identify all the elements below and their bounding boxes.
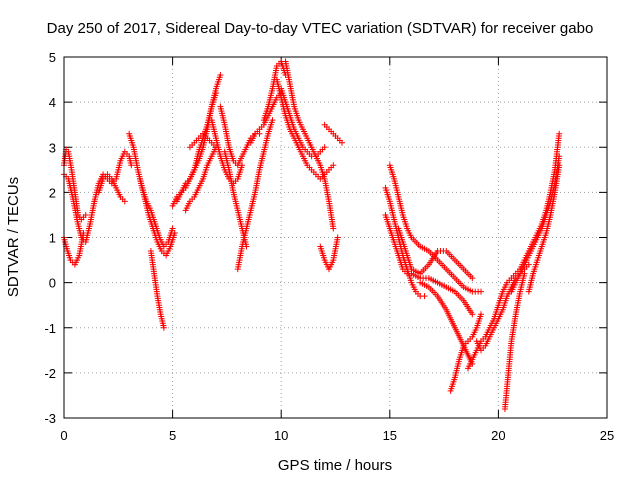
series-track-12 [186,130,220,151]
series-track-7 [137,175,178,259]
data-point [556,162,563,169]
series-track-16 [234,117,276,273]
y-tick-label: 0 [49,276,56,291]
x-tick-label: 0 [60,428,67,443]
data-point [80,229,87,236]
data-point [121,198,128,205]
data-point [478,288,485,295]
y-tick-label: -1 [44,321,56,336]
data-point [269,117,276,124]
data-point [478,311,485,318]
series-track-28 [417,279,476,367]
data-point [330,225,337,232]
series-track-6 [126,130,176,250]
series-track-5 [95,171,128,205]
data-points [61,58,563,412]
series-track-10 [173,72,224,205]
series-track-20 [278,85,328,160]
series-track-29 [447,311,485,394]
data-point [469,275,476,282]
chart-title: Day 250 of 2017, Sidereal Day-to-day VTE… [47,20,594,37]
y-tick-label: 2 [49,185,56,200]
y-tick-label: 5 [49,50,56,65]
series-track-22 [317,234,341,273]
series-track-35 [525,162,563,295]
y-tick-label: 4 [49,95,56,110]
x-tick-label: 25 [600,428,614,443]
data-point [421,293,428,300]
data-point [82,211,89,218]
series-track-25 [382,211,476,318]
x-tick-label: 15 [383,428,397,443]
y-axis-label: SDTVAR / TECUs [5,177,22,297]
x-tick-label: 20 [491,428,505,443]
y-tick-label: -3 [44,411,56,426]
y-tick-label: 3 [49,140,56,155]
data-point [171,229,178,236]
series-track-23 [321,121,346,146]
series-track-4 [91,148,135,205]
series-track-32 [501,270,528,412]
data-point [339,139,346,146]
data-point [169,225,176,232]
plot-frame [63,56,608,419]
y-tick-label: -2 [44,366,56,381]
series-track-19 [273,76,337,182]
data-point [321,144,328,151]
x-axis-label: GPS time / hours [278,457,392,474]
data-point [556,130,563,137]
series-track-8 [147,248,167,331]
series-track-14 [217,103,263,169]
data-point [330,162,337,169]
series-track-3 [61,229,87,268]
y-tick-label: 1 [49,231,56,246]
series-track-34 [517,130,563,273]
axes: -3 -2 -1 0 1 2 3 4 5 0 5 10 15 20 25 [44,50,614,443]
series-track-17 [247,90,285,146]
data-point [334,234,341,241]
series-track-21 [282,58,337,232]
data-point [128,162,135,169]
series-track-26 [386,162,485,295]
data-point [469,311,476,318]
series-track-27 [395,225,476,282]
data-point [217,72,224,79]
data-point [160,324,167,331]
x-tick-label: 10 [274,428,288,443]
x-tick-label: 5 [169,428,176,443]
